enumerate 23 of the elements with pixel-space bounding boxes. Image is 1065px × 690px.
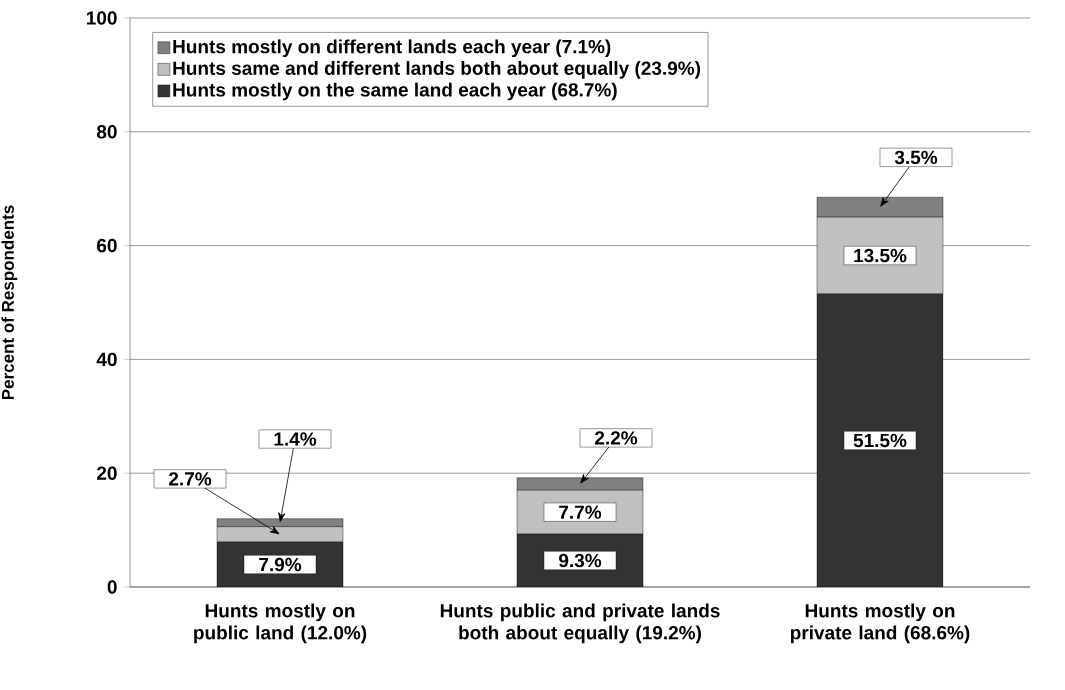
data-label: 1.4% bbox=[274, 432, 317, 446]
y-tick-label: 80 bbox=[96, 125, 117, 139]
y-tick-label: 20 bbox=[97, 466, 117, 480]
data-label: 51.5% bbox=[853, 433, 907, 448]
data-label: 13.5% bbox=[854, 248, 907, 263]
legend-label: Hunts mostly on the same land each year (68.7%) bbox=[173, 82, 617, 101]
data-label: 7.7% bbox=[559, 505, 602, 519]
data-label: 2.2% bbox=[595, 431, 638, 445]
x-tick-label: Hunts mostly on public land (12.0%) bbox=[194, 603, 367, 644]
data-label: 3.5% bbox=[894, 150, 938, 165]
data-label: 7.9% bbox=[259, 557, 302, 572]
data-label: 9.3% bbox=[559, 553, 602, 568]
legend-label: Hunts same and different lands both about equally (23.9%) bbox=[173, 61, 701, 79]
y-tick-label: 0 bbox=[107, 580, 117, 594]
data-label: 2.7% bbox=[169, 472, 212, 486]
x-tick-label: Hunts mostly on private land (68.6%) bbox=[790, 603, 970, 644]
bar bbox=[816, 293, 944, 587]
y-tick-label: 100 bbox=[86, 11, 117, 25]
x-tick-label: Hunts public and private lands both about equally (19.2%) bbox=[440, 603, 720, 644]
y-axis-title: Percent of Respondents bbox=[1, 205, 18, 400]
legend-label: Hunts mostly on different lands each year (7.1%) bbox=[173, 39, 611, 58]
y-tick-label: 40 bbox=[96, 352, 117, 367]
y-tick-label: 60 bbox=[97, 238, 117, 253]
